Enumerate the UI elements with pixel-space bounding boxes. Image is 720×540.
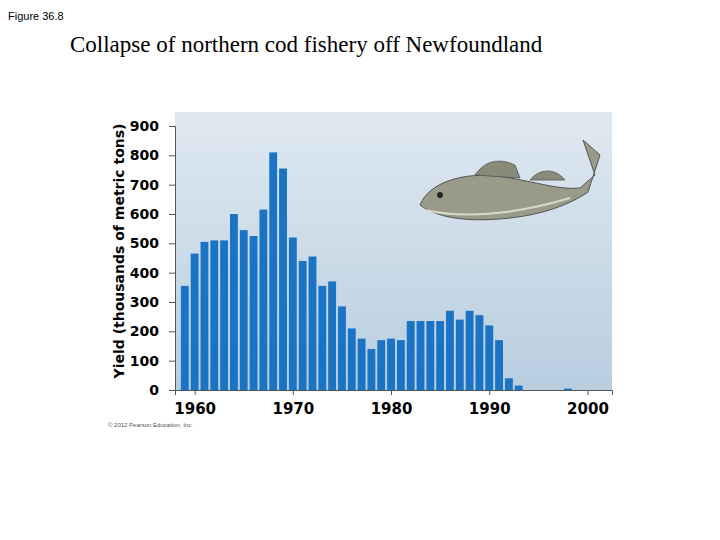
y-axis-line [169,127,176,391]
bar [515,386,523,390]
bar [269,152,277,390]
chart: Figure 36.8 Collapse of northern cod fish… [0,0,720,540]
x-tick: 1980 [371,390,413,418]
bar [407,321,415,390]
y-tick: 400 [130,265,175,281]
y-tick-mark [169,273,175,274]
y-axis: 0 100 200 300 400 500 600 700 800 900 [130,118,176,398]
bar [505,378,513,390]
copyright: © 2012 Pearson Education, Inc. [108,422,193,428]
y-tick-label: 100 [130,353,159,369]
y-tick-label: 400 [130,265,159,281]
bar [318,286,326,390]
y-tick-label: 700 [130,177,159,193]
y-tick-mark [169,155,175,156]
y-tick: 500 [130,235,175,251]
y-tick-mark [169,214,175,215]
x-tick-mark [293,390,294,395]
bar [446,311,454,390]
bar [466,311,474,390]
fish-body [420,140,600,220]
x-tick: 1990 [469,390,511,418]
y-tick-mark [169,361,175,362]
y-tick-label: 600 [130,206,159,222]
x-tick: 1970 [272,390,314,418]
y-tick-mark [169,126,175,127]
bar [397,340,405,390]
bar [417,321,425,390]
fish-eye [437,192,443,198]
x-tick-mark [587,390,588,395]
bar [279,169,287,390]
x-tick-mark [391,390,392,395]
bar [456,320,464,390]
y-tick: 0 [149,382,175,398]
x-tick-mark [195,390,196,395]
x-tick: 2000 [567,390,609,418]
fish-belly [425,198,570,214]
bar [250,236,258,390]
y-tick-label: 0 [149,382,159,398]
y-tick: 100 [130,353,175,369]
x-tick-label: 1990 [469,400,511,418]
y-tick-mark [169,331,175,332]
x-tick-mark [489,390,490,395]
bar [299,261,307,390]
x-tick-label: 1960 [174,400,216,418]
y-tick: 600 [130,206,175,222]
bar [230,214,238,390]
bar [181,286,189,390]
bar [475,315,483,390]
bar [387,339,395,390]
y-tick-mark [169,243,175,244]
y-axis-title: Yield (thousands of metric tons) [111,124,127,380]
bar [309,257,317,390]
bar [328,281,336,390]
bar [485,325,493,390]
x-tick: 1960 [174,390,216,418]
y-tick-label: 300 [130,294,159,310]
bar [377,340,385,390]
x-tick-label: 1980 [371,400,413,418]
y-tick: 200 [130,323,175,339]
bar [289,237,297,390]
bar [564,389,572,390]
bar [210,240,218,390]
bar [436,321,444,390]
bar [338,306,346,390]
y-tick: 300 [130,294,175,310]
bar [495,340,503,390]
y-tick-label: 800 [130,147,159,163]
y-tick-mark [169,302,175,303]
figure-label: Figure 36.8 [8,10,64,22]
plot-background [175,112,612,390]
bar [220,240,228,390]
bar [259,210,267,390]
bar [426,321,434,390]
x-tick-label: 2000 [567,400,609,418]
y-tick: 700 [130,177,175,193]
title: Collapse of northern cod fishery off New… [70,32,543,57]
y-tick: 900 [130,118,175,134]
fish-illustration [420,140,600,220]
bar [348,328,356,390]
bar [191,254,199,390]
y-tick-mark [169,390,175,391]
y-tick-mark [169,185,175,186]
y-tick-label: 200 [130,323,159,339]
bar [367,349,375,390]
y-tick: 800 [130,147,175,163]
bar [201,242,209,390]
x-tick-label: 1970 [272,400,314,418]
y-tick-label: 500 [130,235,159,251]
x-axis-line [176,391,613,396]
x-axis: 1960 1970 1980 1990 2000 [174,390,612,418]
bar [240,230,248,390]
y-tick-label: 900 [130,118,159,134]
bar [358,339,366,390]
fish-fins [475,161,565,180]
